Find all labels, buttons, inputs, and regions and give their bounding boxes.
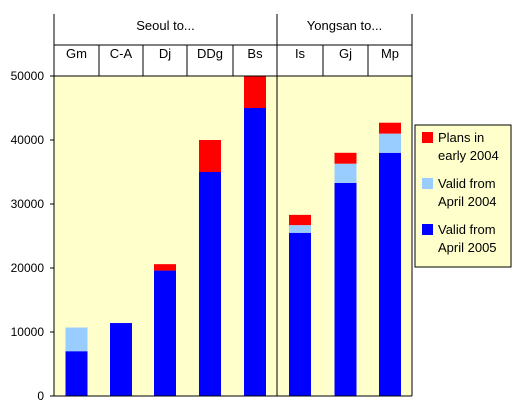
plot-background: [54, 76, 412, 396]
bars-layer: [65, 76, 401, 396]
category-label: C-A: [110, 46, 133, 61]
bar-segment: [199, 172, 221, 396]
y-axis: 0 10000 20000 30000 40000 50000: [11, 69, 54, 403]
bar-segment: [154, 264, 176, 271]
y-tick-label: 20000: [11, 261, 45, 275]
category-label: Gm: [66, 46, 87, 61]
category-label: Bs: [247, 46, 263, 61]
bar-segment: [334, 163, 357, 183]
category-label: Gj: [339, 46, 352, 61]
bar-segment: [199, 140, 221, 172]
legend-label: Valid from April 2005: [438, 222, 497, 255]
category-label: Mp: [381, 46, 399, 61]
y-tick-label: 10000: [11, 325, 45, 339]
legend-swatch: [422, 224, 433, 235]
category-label: Dj: [159, 46, 171, 61]
legend-box: [414, 124, 512, 268]
bar-segment: [334, 152, 357, 164]
legend-swatch: [422, 178, 433, 189]
bar-segment: [65, 327, 88, 352]
bar-segment: [289, 225, 311, 233]
bar-segment: [334, 182, 357, 396]
legend-label: Valid from April 2004: [438, 176, 497, 209]
bar-segment: [379, 122, 401, 134]
bar-segment: [379, 133, 401, 153]
bar-segment: [244, 76, 266, 108]
category-header: Seoul to... Yongsan to... Gm C-A Dj DDg Bs Is Gj…: [66, 18, 399, 61]
bar-segment: [289, 214, 311, 226]
legend: Plans in early 2004 Valid from April 2004 Va…: [414, 124, 512, 268]
legend-label: Plans in early 2004: [438, 130, 499, 163]
bar-segment: [289, 232, 311, 396]
bar-segment: [65, 351, 88, 396]
y-tick-label: 40000: [11, 133, 45, 147]
legend-swatch: [422, 132, 433, 143]
bar-segment: [154, 270, 176, 396]
category-label: DDg: [197, 46, 223, 61]
group-label: Yongsan to...: [307, 18, 382, 33]
bar-segment: [110, 323, 132, 396]
y-tick-label: 50000: [11, 69, 45, 83]
y-tick-label: 0: [37, 389, 44, 403]
y-tick-label: 30000: [11, 197, 45, 211]
group-label: Seoul to...: [136, 18, 195, 33]
bar-segment: [244, 108, 266, 396]
bar-segment: [379, 152, 401, 396]
category-label: Is: [295, 46, 306, 61]
